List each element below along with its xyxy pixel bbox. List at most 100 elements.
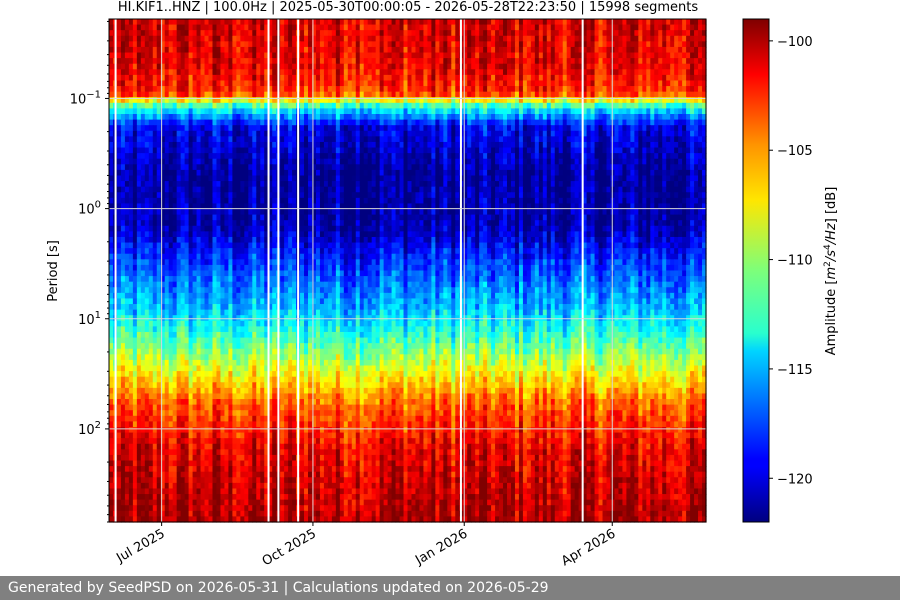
heatmap-cell	[483, 46, 488, 54]
heatmap-cell	[423, 130, 428, 137]
heatmap-cell	[252, 114, 257, 121]
heatmap-cell	[682, 30, 687, 37]
heatmap-cell	[507, 130, 512, 137]
heatmap-cell	[670, 86, 675, 93]
heatmap-cell	[447, 24, 452, 31]
heatmap-cell	[610, 164, 616, 171]
heatmap-cell	[658, 158, 663, 165]
heatmap-cell	[315, 41, 321, 48]
heatmap-cell	[614, 153, 620, 160]
heatmap-cell	[562, 125, 568, 132]
heatmap-cell	[530, 164, 536, 171]
heatmap-cell	[423, 69, 428, 76]
heatmap-cell	[606, 97, 612, 104]
heatmap-cell	[252, 141, 257, 149]
heatmap-cell	[224, 86, 229, 93]
heatmap-cell	[188, 158, 194, 165]
heatmap-cell	[602, 125, 608, 132]
heatmap-cell	[144, 175, 150, 182]
heatmap-cell	[272, 108, 277, 115]
heatmap-cell	[180, 91, 186, 98]
heatmap-cell	[148, 108, 154, 115]
heatmap-cell	[351, 114, 357, 121]
heatmap-cell	[136, 164, 142, 171]
heatmap-cell	[339, 119, 345, 126]
heatmap-cell	[136, 186, 142, 193]
heatmap-cell	[666, 86, 671, 93]
heatmap-cell	[558, 181, 564, 188]
heatmap-cell	[443, 130, 448, 137]
heatmap-cell	[347, 80, 353, 87]
heatmap-cell	[690, 24, 695, 31]
heatmap-cell	[582, 102, 588, 110]
heatmap-cell	[220, 58, 226, 65]
heatmap-cell	[634, 86, 639, 93]
heatmap-cell	[658, 119, 663, 126]
heatmap-cell	[343, 141, 349, 149]
heatmap-cell	[160, 24, 166, 31]
heatmap-cell	[638, 192, 643, 199]
heatmap-cell	[495, 186, 500, 193]
heatmap-cell	[439, 119, 444, 126]
heatmap-cell	[483, 158, 488, 165]
heatmap-cell	[224, 74, 229, 82]
heatmap-cell	[558, 24, 564, 31]
heatmap-cell	[248, 136, 253, 143]
heatmap-cell	[220, 147, 226, 154]
heatmap-cell	[216, 108, 222, 115]
heatmap-cell	[662, 192, 667, 199]
heatmap-cell	[304, 41, 309, 48]
heatmap-cell	[248, 102, 253, 110]
heatmap-cell	[180, 41, 186, 48]
heatmap-cell	[144, 19, 150, 26]
heatmap-cell	[136, 125, 142, 132]
heatmap-cell	[124, 80, 130, 87]
heatmap-cell	[658, 181, 663, 188]
heatmap-cell	[522, 153, 528, 160]
heatmap-cell	[196, 186, 202, 193]
heatmap-cell	[109, 119, 114, 126]
heatmap-cell	[144, 91, 150, 98]
heatmap-cell	[208, 74, 214, 82]
heatmap-cell	[120, 35, 126, 42]
heatmap-cell	[570, 169, 576, 177]
heatmap-cell	[172, 24, 178, 31]
heatmap-cell	[510, 147, 516, 154]
heatmap-cell	[666, 197, 671, 205]
heatmap-cell	[650, 102, 655, 110]
heatmap-cell	[180, 69, 186, 76]
heatmap-cell	[546, 102, 552, 110]
heatmap-cell	[690, 69, 695, 76]
heatmap-cell	[455, 97, 460, 104]
heatmap-cell	[395, 97, 401, 104]
heatmap-cell	[407, 181, 413, 188]
heatmap-cell	[510, 114, 516, 121]
heatmap-cell	[268, 114, 273, 121]
heatmap-cell	[172, 175, 178, 182]
heatmap-cell	[534, 158, 540, 165]
heatmap-cell	[503, 63, 508, 70]
heatmap-cell	[244, 97, 249, 104]
heatmap-cell	[292, 108, 297, 115]
heatmap-cell	[590, 30, 596, 37]
heatmap-cell	[534, 102, 540, 110]
heatmap-cell	[483, 80, 488, 87]
heatmap-cell	[694, 19, 699, 26]
heatmap-cell	[120, 74, 126, 82]
heatmap-cell	[690, 46, 695, 54]
heatmap-cell	[658, 80, 663, 87]
heatmap-cell	[522, 164, 528, 171]
heatmap-cell	[268, 52, 273, 59]
heatmap-cell	[160, 74, 166, 82]
heatmap-cell	[686, 136, 691, 143]
heatmap-cell	[136, 91, 142, 98]
heatmap-cell	[272, 175, 277, 182]
heatmap-cell	[435, 80, 440, 87]
heatmap-cell	[602, 19, 608, 26]
heatmap-cell	[510, 119, 516, 126]
heatmap-cell	[658, 169, 663, 177]
heatmap-cell	[232, 153, 237, 160]
heatmap-cell	[678, 35, 683, 42]
heatmap-cell	[578, 141, 584, 149]
heatmap-cell	[403, 125, 409, 132]
